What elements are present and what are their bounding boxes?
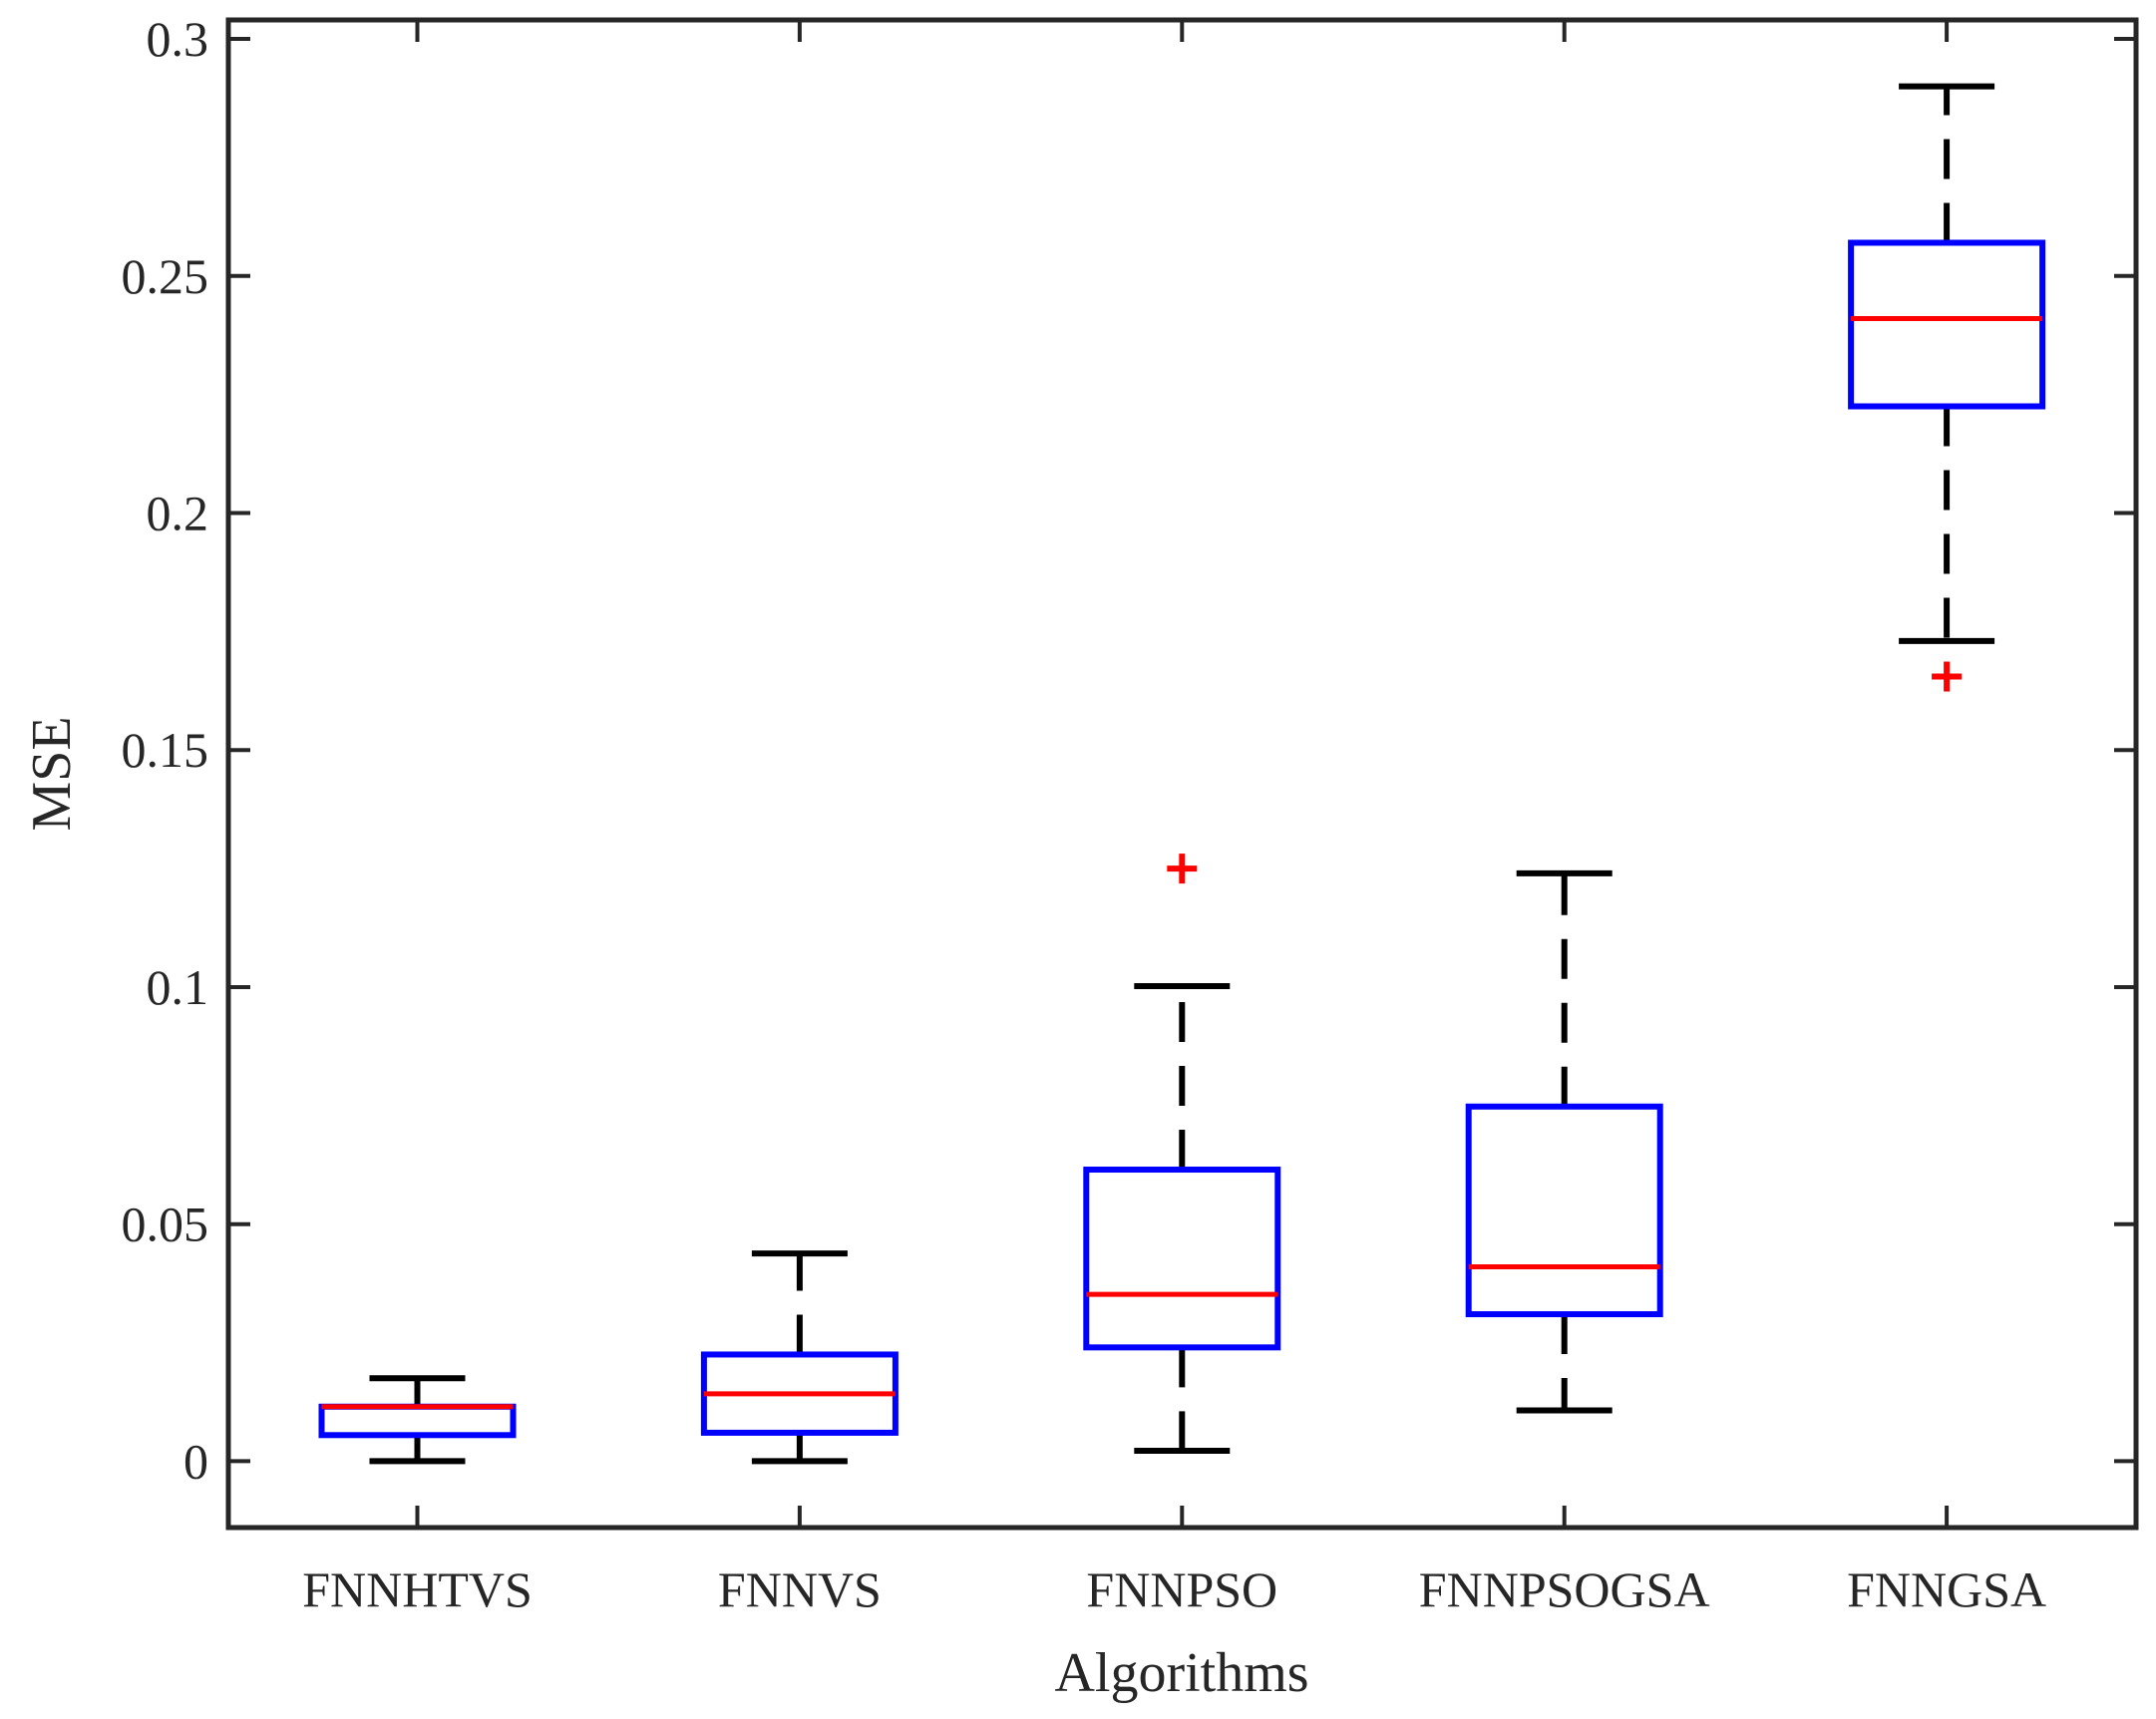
iqr-box — [318, 1403, 517, 1439]
x-tick-label: FNNGSA — [1847, 1561, 2046, 1617]
iqr-box — [1465, 1103, 1663, 1318]
box-group — [1465, 869, 1663, 1414]
x-tick-label: FNNHTVS — [302, 1561, 533, 1617]
y-tick-label: 0.3 — [147, 11, 209, 67]
iqr-box — [1083, 1167, 1281, 1351]
y-tick-label: 0.1 — [147, 959, 209, 1015]
box-group — [700, 1250, 898, 1465]
y-axis-label: MSE — [21, 716, 83, 831]
y-ticks: 0 0.05 0.1 0.15 0.2 0.25 0.3 — [122, 11, 2136, 1528]
x-tick-labels: FNNHTVS FNNVS FNNPSO FNNPSOGSA FNNGSA — [302, 1561, 2046, 1617]
box-group — [1848, 83, 2046, 692]
y-tick-label: 0.15 — [122, 722, 209, 778]
outlier-marker — [1932, 661, 1963, 692]
plot-area — [225, 17, 2139, 1531]
y-tick-label: 0.2 — [147, 485, 209, 540]
x-tick-label: FNNPSOGSA — [1419, 1561, 1710, 1617]
iqr-box — [1848, 239, 2046, 410]
boxes — [318, 83, 2046, 1465]
y-tick-label: 0 — [183, 1433, 208, 1489]
y-tick-label: 0.05 — [122, 1197, 209, 1252]
box-group — [318, 1375, 517, 1465]
box-group — [1083, 854, 1281, 1454]
x-tick-label: FNNVS — [718, 1561, 882, 1617]
outlier-marker — [1167, 854, 1198, 884]
y-tick-label: 0.25 — [122, 248, 209, 304]
x-tick-label: FNNPSO — [1086, 1561, 1277, 1617]
x-axis-label: Algorithms — [1054, 1642, 1308, 1704]
